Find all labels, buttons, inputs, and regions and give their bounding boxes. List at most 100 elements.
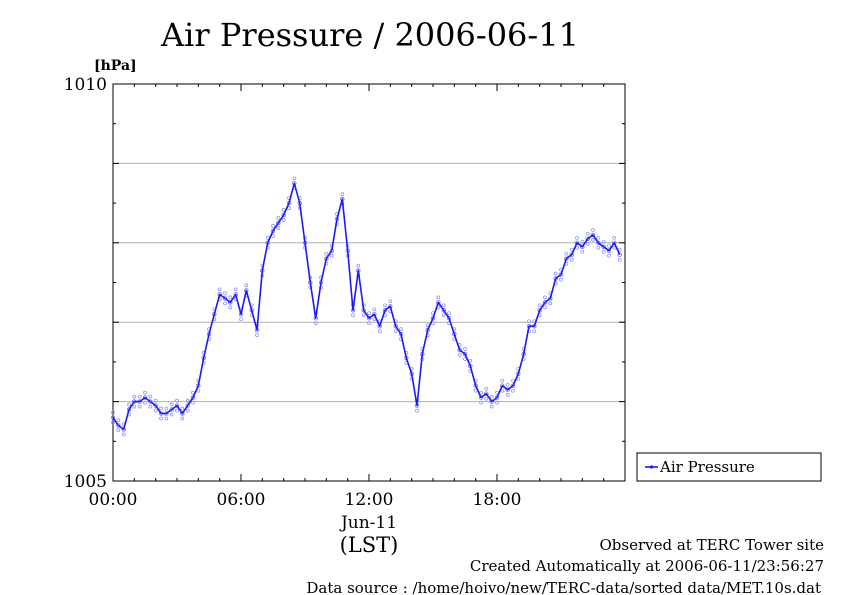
data-point-lower <box>495 400 499 405</box>
data-point-upper <box>436 295 441 300</box>
data-point-lower <box>441 313 446 318</box>
gridlines <box>113 162 625 403</box>
data-point-lower <box>180 416 185 421</box>
plot-frame <box>112 83 626 482</box>
data-point-upper <box>116 418 121 423</box>
data-point-upper <box>356 263 361 268</box>
data-point <box>484 391 489 396</box>
data-point-lower <box>479 400 483 405</box>
data-point-lower <box>367 321 371 326</box>
data-point-upper <box>127 402 131 407</box>
footer-observed-site: Observed at TERC Tower site <box>599 536 824 554</box>
x-tick-label-2: 12:00 <box>345 490 394 510</box>
data-point <box>116 423 121 428</box>
y-tick-label-1: 1005 <box>64 472 107 492</box>
data-point-upper <box>463 347 467 351</box>
data-point-lower <box>121 432 126 437</box>
data-point <box>228 300 233 305</box>
data-point-lower <box>585 241 590 246</box>
data-point-upper <box>596 235 601 240</box>
data-point-upper <box>500 378 505 383</box>
data-point <box>142 395 148 400</box>
series-line-air-pressure <box>112 182 621 431</box>
data-point <box>441 308 446 313</box>
data-point-lower <box>239 317 243 322</box>
x-axis-label: (LST) <box>340 533 399 557</box>
y-tick-label-0: 1010 <box>64 75 107 95</box>
data-point-lower <box>281 218 286 222</box>
data-point-lower <box>255 333 259 337</box>
legend-box <box>636 452 822 482</box>
data-point-upper <box>271 224 275 228</box>
data-point-lower <box>532 329 537 334</box>
data-point-upper <box>276 216 281 220</box>
data-point-upper <box>585 231 590 236</box>
data-point-lower <box>484 396 489 401</box>
data-point-lower <box>228 305 233 310</box>
data-point-lower <box>159 416 163 421</box>
data-point <box>601 244 606 249</box>
data-point <box>580 244 585 249</box>
data-point-upper <box>164 406 169 411</box>
data-point-lower <box>415 408 419 413</box>
data-point <box>590 232 596 238</box>
data-point-upper <box>564 251 569 256</box>
data-point-lower <box>329 253 334 258</box>
data-point-lower <box>457 353 462 357</box>
data-point-upper <box>484 386 489 391</box>
data-point-lower <box>185 408 190 413</box>
data-point <box>596 240 601 245</box>
data-point-lower <box>351 313 355 318</box>
data-point <box>585 236 590 241</box>
data-point-lower <box>276 226 281 230</box>
data-point <box>180 411 185 416</box>
chart-title: Air Pressure / 2006-06-11 <box>160 16 579 54</box>
data-point <box>606 248 612 253</box>
data-point-upper <box>575 235 579 240</box>
legend-swatch-marker <box>649 465 654 469</box>
data-point-lower <box>169 412 174 417</box>
data-point-lower <box>361 313 366 318</box>
data-point <box>366 316 372 321</box>
data-point-upper <box>228 295 233 300</box>
data-point <box>185 403 190 408</box>
data-point-lower <box>143 400 147 405</box>
data-point-upper <box>607 243 611 248</box>
data-point-lower <box>601 249 606 254</box>
data-point-upper <box>340 192 345 196</box>
legend: Air Pressure <box>636 452 822 482</box>
data-point-lower <box>617 257 622 262</box>
data-point-lower <box>596 245 601 250</box>
data-point-upper <box>137 394 142 399</box>
data-point-lower <box>607 253 611 258</box>
data-point-lower <box>164 416 169 421</box>
data-point-upper <box>447 311 451 316</box>
data-point-upper <box>185 398 190 403</box>
data-point-upper <box>175 398 179 403</box>
data-point <box>276 220 281 226</box>
data-point-upper <box>111 410 115 415</box>
data-point-lower <box>580 249 585 254</box>
data-point <box>153 403 158 408</box>
data-point-upper <box>441 303 446 308</box>
data-point-upper <box>292 176 297 181</box>
data-point-lower <box>569 257 574 262</box>
data-point-upper <box>372 307 377 312</box>
data-point-upper <box>612 235 617 240</box>
x-tick-label-3: 18:00 <box>473 490 522 510</box>
data-point-upper <box>233 287 238 292</box>
data-point-lower <box>393 329 398 334</box>
data-point-lower <box>191 400 195 405</box>
data-point-upper <box>244 283 249 288</box>
y-axis-ticks: 1010 1005 <box>64 75 625 492</box>
data-point <box>148 399 153 404</box>
data-point-lower <box>543 305 547 310</box>
data-point-upper <box>591 228 595 232</box>
data-point-upper <box>580 239 585 244</box>
data-point-upper <box>324 251 329 256</box>
data-point-upper <box>489 394 494 399</box>
data-point-lower <box>548 301 553 306</box>
data-point-lower <box>132 404 137 409</box>
footer-data-source: Data source : /home/hoivo/new/TERC-data/… <box>306 579 821 595</box>
